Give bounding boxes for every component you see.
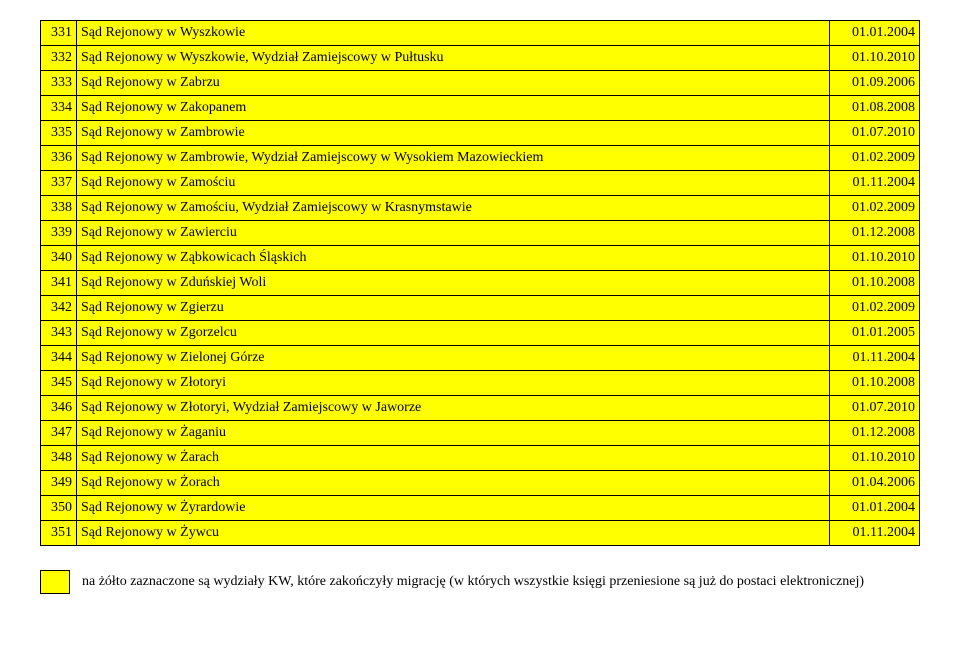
table-row: 338Sąd Rejonowy w Zamościu, Wydział Zami… bbox=[41, 196, 920, 221]
court-name: Sąd Rejonowy w Żarach bbox=[77, 446, 830, 471]
legend-color-box bbox=[40, 570, 70, 594]
migration-date: 01.02.2009 bbox=[830, 146, 920, 171]
table-row: 333Sąd Rejonowy w Zabrzu01.09.2006 bbox=[41, 71, 920, 96]
court-name: Sąd Rejonowy w Zakopanem bbox=[77, 96, 830, 121]
court-name: Sąd Rejonowy w Żaganiu bbox=[77, 421, 830, 446]
table-row: 339Sąd Rejonowy w Zawierciu01.12.2008 bbox=[41, 221, 920, 246]
court-name: Sąd Rejonowy w Zgierzu bbox=[77, 296, 830, 321]
court-name: Sąd Rejonowy w Zamościu, Wydział Zamiejs… bbox=[77, 196, 830, 221]
migration-date: 01.09.2006 bbox=[830, 71, 920, 96]
table-row: 337Sąd Rejonowy w Zamościu01.11.2004 bbox=[41, 171, 920, 196]
migration-date: 01.10.2008 bbox=[830, 271, 920, 296]
row-number: 337 bbox=[41, 171, 77, 196]
court-name: Sąd Rejonowy w Zambrowie bbox=[77, 121, 830, 146]
court-name: Sąd Rejonowy w Złotoryi, Wydział Zamiejs… bbox=[77, 396, 830, 421]
row-number: 341 bbox=[41, 271, 77, 296]
table-row: 348Sąd Rejonowy w Żarach01.10.2010 bbox=[41, 446, 920, 471]
table-row: 336Sąd Rejonowy w Zambrowie, Wydział Zam… bbox=[41, 146, 920, 171]
migration-date: 01.11.2004 bbox=[830, 346, 920, 371]
court-name: Sąd Rejonowy w Zgorzelcu bbox=[77, 321, 830, 346]
legend-row: na żółto zaznaczone są wydziały KW, któr… bbox=[40, 570, 920, 594]
table-row: 351Sąd Rejonowy w Żywcu01.11.2004 bbox=[41, 521, 920, 546]
row-number: 346 bbox=[41, 396, 77, 421]
table-row: 342Sąd Rejonowy w Zgierzu01.02.2009 bbox=[41, 296, 920, 321]
migration-date: 01.12.2008 bbox=[830, 221, 920, 246]
row-number: 335 bbox=[41, 121, 77, 146]
row-number: 331 bbox=[41, 21, 77, 46]
table-row: 346Sąd Rejonowy w Złotoryi, Wydział Zami… bbox=[41, 396, 920, 421]
table-row: 349Sąd Rejonowy w Żorach01.04.2006 bbox=[41, 471, 920, 496]
migration-date: 01.11.2004 bbox=[830, 171, 920, 196]
court-name: Sąd Rejonowy w Zamościu bbox=[77, 171, 830, 196]
court-name: Sąd Rejonowy w Zabrzu bbox=[77, 71, 830, 96]
migration-date: 01.11.2004 bbox=[830, 521, 920, 546]
migration-date: 01.02.2009 bbox=[830, 196, 920, 221]
migration-date: 01.01.2004 bbox=[830, 496, 920, 521]
row-number: 342 bbox=[41, 296, 77, 321]
table-row: 343Sąd Rejonowy w Zgorzelcu01.01.2005 bbox=[41, 321, 920, 346]
table-row: 344Sąd Rejonowy w Zielonej Górze01.11.20… bbox=[41, 346, 920, 371]
row-number: 333 bbox=[41, 71, 77, 96]
table-row: 332Sąd Rejonowy w Wyszkowie, Wydział Zam… bbox=[41, 46, 920, 71]
court-name: Sąd Rejonowy w Zduńskiej Woli bbox=[77, 271, 830, 296]
migration-date: 01.10.2010 bbox=[830, 446, 920, 471]
row-number: 343 bbox=[41, 321, 77, 346]
table-row: 345Sąd Rejonowy w Złotoryi01.10.2008 bbox=[41, 371, 920, 396]
migration-date: 01.12.2008 bbox=[830, 421, 920, 446]
row-number: 351 bbox=[41, 521, 77, 546]
table-row: 331Sąd Rejonowy w Wyszkowie01.01.2004 bbox=[41, 21, 920, 46]
migration-date: 01.10.2010 bbox=[830, 246, 920, 271]
table-row: 347Sąd Rejonowy w Żaganiu01.12.2008 bbox=[41, 421, 920, 446]
row-number: 338 bbox=[41, 196, 77, 221]
row-number: 350 bbox=[41, 496, 77, 521]
migration-date: 01.08.2008 bbox=[830, 96, 920, 121]
migration-date: 01.07.2010 bbox=[830, 121, 920, 146]
court-name: Sąd Rejonowy w Zielonej Górze bbox=[77, 346, 830, 371]
row-number: 348 bbox=[41, 446, 77, 471]
migration-date: 01.10.2010 bbox=[830, 46, 920, 71]
court-name: Sąd Rejonowy w Wyszkowie, Wydział Zamiej… bbox=[77, 46, 830, 71]
migration-date: 01.01.2005 bbox=[830, 321, 920, 346]
table-row: 340Sąd Rejonowy w Ząbkowicach Śląskich01… bbox=[41, 246, 920, 271]
migration-date: 01.04.2006 bbox=[830, 471, 920, 496]
row-number: 336 bbox=[41, 146, 77, 171]
row-number: 340 bbox=[41, 246, 77, 271]
court-name: Sąd Rejonowy w Zawierciu bbox=[77, 221, 830, 246]
migration-date: 01.07.2010 bbox=[830, 396, 920, 421]
table-row: 350Sąd Rejonowy w Żyrardowie01.01.2004 bbox=[41, 496, 920, 521]
court-name: Sąd Rejonowy w Zambrowie, Wydział Zamiej… bbox=[77, 146, 830, 171]
row-number: 345 bbox=[41, 371, 77, 396]
court-name: Sąd Rejonowy w Złotoryi bbox=[77, 371, 830, 396]
migration-date: 01.01.2004 bbox=[830, 21, 920, 46]
row-number: 344 bbox=[41, 346, 77, 371]
table-row: 335Sąd Rejonowy w Zambrowie01.07.2010 bbox=[41, 121, 920, 146]
row-number: 339 bbox=[41, 221, 77, 246]
row-number: 334 bbox=[41, 96, 77, 121]
legend-text: na żółto zaznaczone są wydziały KW, któr… bbox=[82, 574, 864, 590]
court-name: Sąd Rejonowy w Żywcu bbox=[77, 521, 830, 546]
migration-date: 01.02.2009 bbox=[830, 296, 920, 321]
row-number: 349 bbox=[41, 471, 77, 496]
migration-date: 01.10.2008 bbox=[830, 371, 920, 396]
row-number: 347 bbox=[41, 421, 77, 446]
court-name: Sąd Rejonowy w Żorach bbox=[77, 471, 830, 496]
court-name: Sąd Rejonowy w Wyszkowie bbox=[77, 21, 830, 46]
court-name: Sąd Rejonowy w Ząbkowicach Śląskich bbox=[77, 246, 830, 271]
table-row: 334Sąd Rejonowy w Zakopanem01.08.2008 bbox=[41, 96, 920, 121]
table-row: 341Sąd Rejonowy w Zduńskiej Woli01.10.20… bbox=[41, 271, 920, 296]
row-number: 332 bbox=[41, 46, 77, 71]
court-name: Sąd Rejonowy w Żyrardowie bbox=[77, 496, 830, 521]
courts-table: 331Sąd Rejonowy w Wyszkowie01.01.2004332… bbox=[40, 20, 920, 546]
